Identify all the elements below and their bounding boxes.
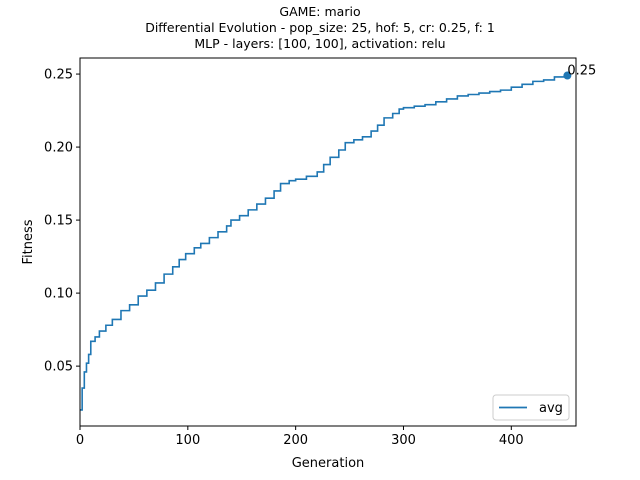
x-axis-label: Generation (292, 456, 365, 471)
x-tick-label: 300 (391, 433, 416, 448)
series-line-avg (80, 75, 569, 411)
y-tick-label: 0.05 (44, 360, 73, 375)
chart-title-game: GAME: mario (279, 4, 361, 19)
y-tick-label: 0.20 (44, 141, 73, 156)
last-point-label: 0.25 (567, 64, 596, 79)
y-tick-label: 0.25 (44, 68, 73, 83)
x-tick-label: 200 (283, 433, 308, 448)
axis-ticks: 0 100 200 300 400 0.05 0.10 0.15 0.20 0.25 (44, 68, 524, 448)
legend-label-avg: avg (539, 401, 563, 416)
legend: avg (492, 394, 570, 421)
legend-box (492, 394, 570, 421)
chart-title-algorithm: Differential Evolution - pop_size: 25, h… (145, 20, 495, 35)
y-tick-label: 0.15 (44, 214, 73, 229)
x-tick-label: 400 (499, 433, 524, 448)
last-point-marker (563, 71, 572, 80)
y-tick-label: 0.10 (44, 287, 73, 302)
y-axis-label: Fitness (21, 219, 36, 264)
x-tick-label: 100 (175, 433, 200, 448)
chart-title-model: MLP - layers: [100, 100], activation: re… (194, 36, 446, 51)
x-tick-label: 0 (76, 433, 84, 448)
plot-frame (79, 57, 577, 427)
